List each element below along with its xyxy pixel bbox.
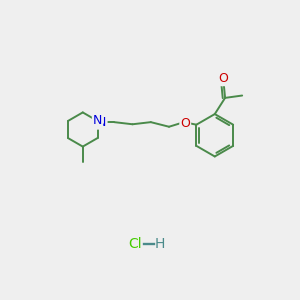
Text: N: N	[93, 115, 102, 128]
Text: N: N	[97, 116, 106, 129]
Text: O: O	[219, 72, 229, 85]
Text: H: H	[155, 237, 166, 251]
Text: Cl: Cl	[128, 237, 142, 251]
Text: O: O	[180, 117, 190, 130]
